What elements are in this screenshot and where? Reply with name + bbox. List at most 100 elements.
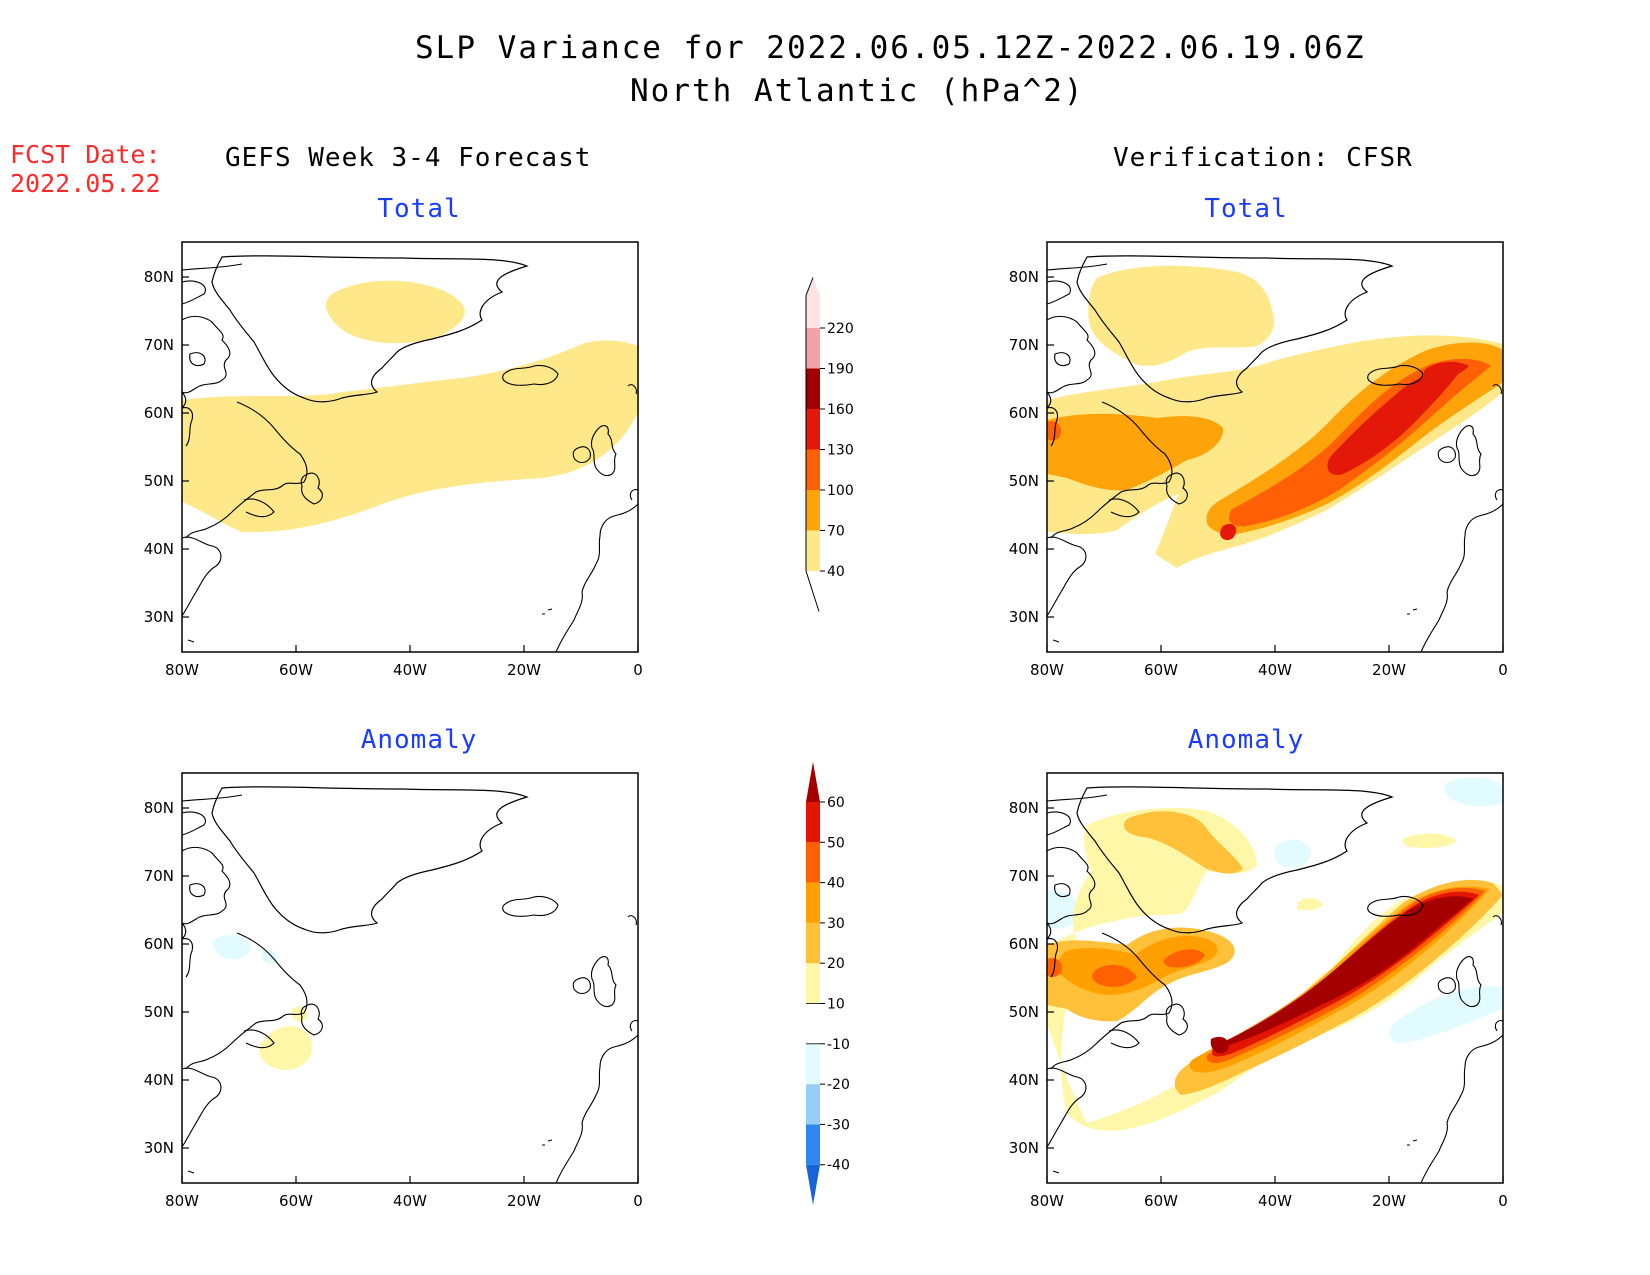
lon-label: 40W <box>1258 661 1292 679</box>
lat-label: 80N <box>144 799 174 817</box>
lat-label: 40N <box>1009 1071 1039 1089</box>
colorbar-label: -40 <box>827 1158 850 1174</box>
colorbar-total: 40 70 100 130 160 190 220 <box>805 277 854 612</box>
colorbar-segment <box>806 449 820 490</box>
column-title-right: Verification: CFSR <box>1113 143 1413 173</box>
lat-label: 70N <box>1009 867 1039 885</box>
lat-label: 70N <box>144 336 174 354</box>
lon-label: 0 <box>1498 1192 1508 1210</box>
gefs-anomaly-shade-neg10 <box>212 935 251 960</box>
colorbar-label: 10 <box>827 997 845 1013</box>
coastline-gefs-anomaly <box>181 786 639 1184</box>
lon-label: 20W <box>1372 1192 1406 1210</box>
cfsr-anomaly-shade-10-ne <box>1402 833 1457 849</box>
colorbar-segment <box>806 882 820 923</box>
gefs-total-shade-40-greenland <box>325 280 465 344</box>
cfsr-anomaly-shade-neg10-w <box>1047 890 1080 929</box>
colorbar-segment <box>806 530 820 571</box>
panel-label-cfsr-total: Total <box>1204 194 1288 224</box>
lon-label: 40W <box>393 1192 427 1210</box>
lon-label: 80W <box>1030 1192 1064 1210</box>
lon-label: 0 <box>633 661 643 679</box>
colorbar-label: 190 <box>827 362 854 378</box>
column-title-left: GEFS Week 3-4 Forecast <box>225 143 592 173</box>
forecast-date: FCST Date: 2022.05.22 <box>10 140 161 198</box>
cfsr-anomaly-shade-10-mid <box>1297 897 1323 911</box>
colorbar-label: 20 <box>827 956 845 972</box>
lat-label: 40N <box>144 540 174 558</box>
lat-label: 40N <box>1009 540 1039 558</box>
colorbar-segment <box>806 368 820 409</box>
gefs-anomaly-shade-neg10-b <box>261 949 278 965</box>
lat-label: 60N <box>144 935 174 953</box>
colorbar-label: 50 <box>827 835 845 851</box>
colorbar-label: 40 <box>827 564 845 580</box>
gefs-anomaly-shade-10 <box>258 1026 312 1071</box>
colorbar-segment <box>806 1043 820 1085</box>
colorbar-segment <box>806 802 820 843</box>
lat-label: 70N <box>1009 336 1039 354</box>
cfsr-anomaly-shade-40-west <box>1092 964 1137 987</box>
colorbar-segment <box>806 922 820 964</box>
lat-label: 70N <box>144 867 174 885</box>
colorbar-segment <box>806 963 820 1004</box>
lat-label: 80N <box>1009 799 1039 817</box>
lat-label: 60N <box>1009 935 1039 953</box>
gefs-total-shade-40-west <box>182 537 212 616</box>
lon-label: 40W <box>1258 1192 1292 1210</box>
colorbar-label: 160 <box>827 402 854 418</box>
map-gefs-total <box>181 241 639 653</box>
colorbar-segment <box>806 1003 820 1044</box>
colorbar-segment <box>806 277 820 328</box>
colorbar-segment <box>806 1164 820 1205</box>
panel-label-gefs-total: Total <box>377 194 461 224</box>
cfsr-total-shade-130-sw <box>1220 523 1237 541</box>
cfsr-anomaly-shade-40-center <box>1163 949 1205 968</box>
lat-label: 50N <box>144 1003 174 1021</box>
lat-label: 80N <box>144 268 174 286</box>
lon-label: 20W <box>507 661 541 679</box>
colorbar-anomaly: -40 -30 -20 -10 10 20 30 40 50 60 <box>806 761 850 1205</box>
colorbar-segment <box>806 842 820 883</box>
lat-label: 80N <box>1009 268 1039 286</box>
colorbar-label: 130 <box>827 443 854 459</box>
lon-label: 80W <box>1030 661 1064 679</box>
lon-label: 80W <box>165 661 199 679</box>
lon-label: 60W <box>279 661 313 679</box>
map-axes: 80N 70N 60N 50N 40N 30N 80W 60W 40W 20W 0 80N 70N 60N… <box>144 268 1508 1210</box>
lon-label: 20W <box>507 1192 541 1210</box>
lon-label: 0 <box>633 1192 643 1210</box>
panel-label-gefs-anomaly: Anomaly <box>360 725 478 755</box>
cfsr-total-shade-orange-w <box>1047 421 1062 441</box>
cfsr-anomaly-shade-60-ridge <box>1219 896 1473 1047</box>
colorbar-segment <box>806 409 820 450</box>
lat-label: 60N <box>1009 404 1039 422</box>
cfsr-total-shade-130-ne <box>1423 361 1469 382</box>
map-frame-gefs-anomaly <box>181 772 639 1184</box>
cfsr-anomaly-shade-neg10-mid <box>1274 839 1311 868</box>
chart-title: SLP Variance for 2022.06.05.12Z-2022.06.… <box>415 30 1366 66</box>
colorbar-segment <box>806 1124 820 1165</box>
cfsr-anomaly-shade-20-north <box>1123 811 1243 874</box>
colorbar-label: 60 <box>827 795 845 811</box>
cfsr-anomaly-shade-neg10-ne <box>1444 777 1503 807</box>
lat-label: 30N <box>1009 1139 1039 1157</box>
colorbar-label: -30 <box>827 1117 850 1133</box>
map-cfsr-total <box>1046 241 1504 653</box>
colorbar-segment <box>806 761 820 802</box>
forecast-date-label: FCST Date: <box>10 140 161 169</box>
colorbar-segment <box>806 328 820 369</box>
lon-label: 40W <box>393 661 427 679</box>
lat-label: 30N <box>144 608 174 626</box>
lat-label: 40N <box>144 1071 174 1089</box>
chart-subtitle: North Atlantic (hPa^2) <box>630 73 1085 109</box>
lat-label: 30N <box>1009 608 1039 626</box>
gefs-total-shade-40 <box>182 340 638 533</box>
colorbar-segment <box>806 1084 820 1125</box>
lon-label: 60W <box>279 1192 313 1210</box>
lon-label: 20W <box>1372 661 1406 679</box>
lon-label: 80W <box>165 1192 199 1210</box>
colorbar-segment <box>806 490 820 531</box>
map-cfsr-anomaly <box>1046 772 1504 1184</box>
cfsr-anomaly-shade-10 <box>1047 807 1503 1131</box>
